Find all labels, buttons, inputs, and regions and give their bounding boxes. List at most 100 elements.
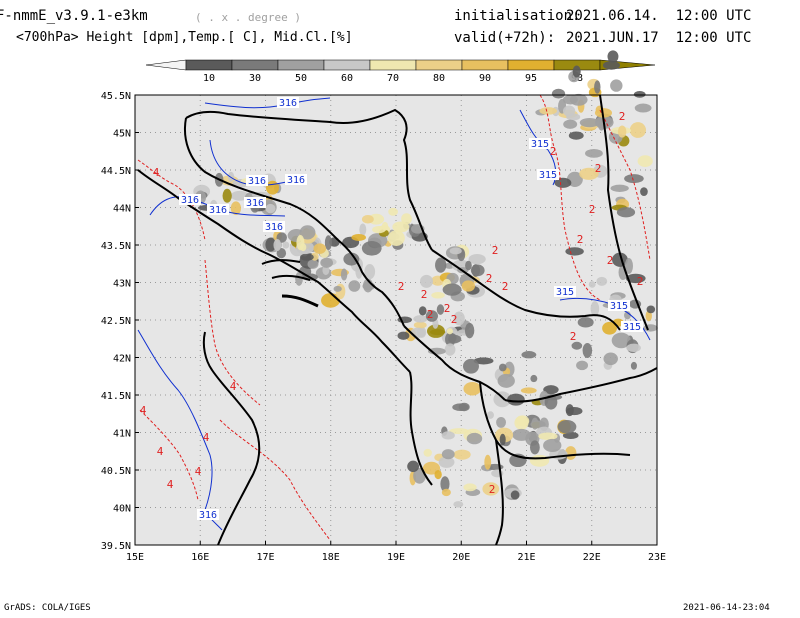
colorbar-tick-label: 30 bbox=[249, 73, 261, 84]
cloud-cell bbox=[543, 438, 562, 453]
cloud-cell bbox=[610, 184, 629, 192]
height-contour-label: 316 bbox=[199, 510, 217, 521]
cloud-cell bbox=[515, 415, 530, 427]
cloud-cell bbox=[629, 122, 647, 138]
colorbar-tick-label: 90 bbox=[479, 73, 491, 84]
cloud-cell bbox=[333, 285, 342, 292]
model-title: F-nmmE_v3.9.1-e3km bbox=[0, 8, 148, 24]
cloud-cell bbox=[441, 449, 455, 460]
cloud-cell bbox=[423, 448, 432, 457]
cloud-cell bbox=[372, 226, 386, 234]
cloud-cell bbox=[617, 125, 627, 138]
lon-tick-label: 17E bbox=[256, 552, 274, 563]
temperature-contour-label: 2 bbox=[489, 483, 496, 496]
cloud-cell bbox=[410, 327, 426, 338]
temperature-contour-label: 4 bbox=[203, 431, 210, 444]
footer-timestamp: 2021-06-14-23:04 bbox=[683, 603, 770, 613]
temperature-contour-label: 2 bbox=[486, 272, 493, 285]
cloud-cell bbox=[464, 322, 475, 339]
cloud-cell bbox=[435, 257, 447, 273]
colorbar-tick-label: 50 bbox=[295, 73, 307, 84]
country-border bbox=[184, 117, 339, 241]
cloud-cell bbox=[520, 387, 537, 394]
temperature-contour-label: 2 bbox=[570, 330, 577, 343]
lat-tick-label: 42.5N bbox=[101, 316, 131, 327]
cloud-cell bbox=[611, 332, 631, 349]
cloud-cell bbox=[418, 306, 427, 316]
cloud-cell bbox=[602, 321, 617, 335]
cloud-cell bbox=[468, 254, 486, 265]
cloud-cell bbox=[579, 167, 599, 180]
cloud-cell bbox=[273, 239, 282, 252]
temperature-contour-label: 2 bbox=[550, 145, 557, 158]
temperature-contour-label: 4 bbox=[140, 404, 147, 417]
cloud-cell bbox=[307, 259, 319, 269]
cloud-cell bbox=[222, 188, 232, 203]
cloud-cell bbox=[430, 329, 446, 336]
cloud-cell bbox=[401, 213, 412, 225]
temperature-contour-label: 2 bbox=[421, 288, 428, 301]
cloud-cell bbox=[603, 352, 618, 366]
height-label-bg bbox=[179, 194, 201, 205]
temperature-contour-label: 2 bbox=[502, 280, 509, 293]
cloud-cell bbox=[572, 65, 581, 78]
cloud-cell bbox=[359, 223, 367, 236]
cloud-cell bbox=[569, 93, 588, 106]
cloud-cell bbox=[462, 358, 479, 374]
lat-tick-label: 43.5N bbox=[101, 241, 131, 252]
cloud-cell bbox=[582, 342, 593, 359]
temp-contour bbox=[139, 409, 199, 501]
cloud-cell bbox=[448, 334, 462, 344]
lon-tick-label: 15E bbox=[126, 552, 144, 563]
height-label-bg bbox=[285, 174, 307, 185]
height-contour-label: 316 bbox=[181, 195, 199, 206]
cloud-cell bbox=[484, 454, 492, 470]
cloud-cell bbox=[348, 280, 361, 292]
cloud-cell bbox=[441, 431, 455, 440]
cloud-cell bbox=[585, 149, 603, 158]
cloud-cell bbox=[397, 331, 410, 340]
cloud-cell bbox=[616, 207, 636, 218]
temperature-contour-label: 2 bbox=[619, 110, 626, 123]
cloud-cell bbox=[610, 79, 623, 92]
cloud-cell bbox=[497, 373, 515, 388]
cloud-cell bbox=[453, 311, 465, 326]
lat-tick-label: 44N bbox=[113, 204, 131, 215]
temperature-contour-label: 4 bbox=[157, 445, 164, 458]
lat-tick-label: 44.5N bbox=[101, 166, 131, 177]
cloud-cell bbox=[590, 301, 600, 317]
temp-contour bbox=[204, 259, 261, 406]
lon-tick-label: 16E bbox=[191, 552, 209, 563]
cloud-cell bbox=[539, 107, 558, 115]
height-contour-label: 315 bbox=[610, 301, 628, 312]
height-contour-label: 315 bbox=[531, 139, 549, 150]
cloud-cell bbox=[276, 248, 287, 259]
lon-tick-label: 20E bbox=[452, 552, 470, 563]
cloud-cell bbox=[413, 315, 428, 323]
cloud-cell bbox=[320, 257, 333, 268]
cloud-cell bbox=[438, 456, 455, 468]
lon-tick-label: 22E bbox=[583, 552, 601, 563]
valid-label: valid(+72h): bbox=[454, 30, 556, 46]
height-label-bg bbox=[197, 509, 219, 520]
height-labels: 316 316 316 316 316 316 316 315 315 315 315 315 316 bbox=[179, 97, 643, 521]
temp-contour bbox=[219, 419, 331, 541]
cloud-cell bbox=[596, 276, 608, 286]
temperature-contour-label: 2 bbox=[427, 308, 434, 321]
temperature-contour-label: 4 bbox=[230, 380, 237, 393]
cloud-cell bbox=[473, 357, 494, 365]
cloud-cell bbox=[453, 501, 464, 508]
cloud-cell bbox=[607, 50, 619, 63]
temperature-contour-label: 2 bbox=[451, 313, 458, 326]
height-contour-label: 316 bbox=[246, 198, 264, 209]
cloud-cell bbox=[562, 431, 579, 440]
cloud-cell bbox=[461, 280, 476, 292]
colorbar-tick-label: 70 bbox=[387, 73, 399, 84]
init-value: 2021.06.14. 12:00 UTC bbox=[566, 8, 752, 24]
cloud-cell bbox=[544, 394, 558, 410]
height-contour-label: 315 bbox=[556, 287, 574, 298]
cloud-cell bbox=[444, 343, 456, 356]
cloud-cell bbox=[565, 247, 584, 256]
cloud-cell bbox=[624, 258, 633, 274]
cloud-cell bbox=[538, 432, 558, 440]
